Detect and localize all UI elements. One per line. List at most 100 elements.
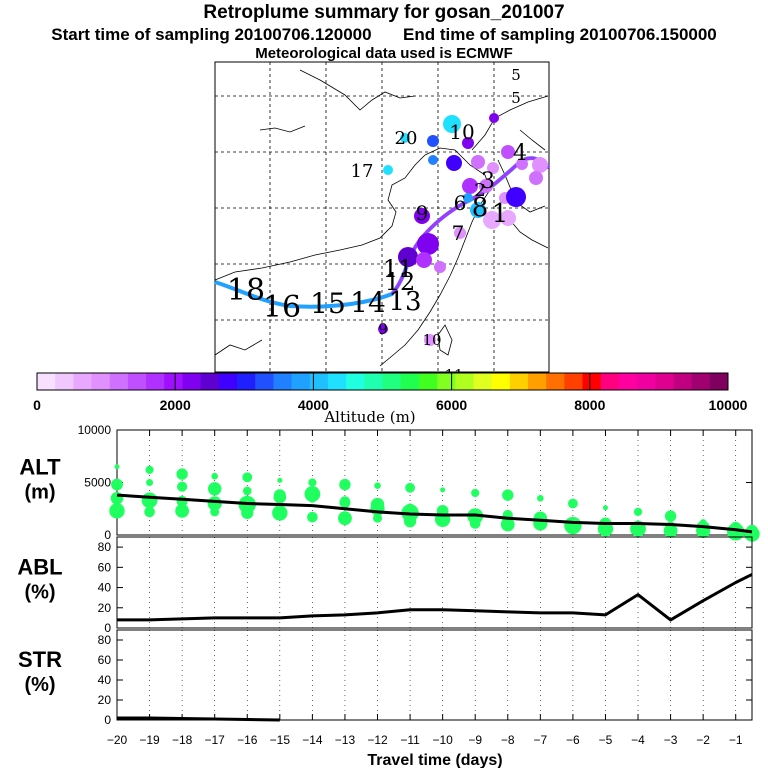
map-day-label: 10 [422,331,441,349]
y-tick-label: 40 [98,581,112,595]
colorbar-swatch [164,373,183,390]
colorbar-tick-label: 8000 [574,397,605,413]
x-tick-label: −12 [367,733,388,747]
y-tick-label: 80 [98,633,112,647]
plume-clusters [378,113,548,346]
plume-cluster-circle [416,252,432,268]
x-tick-label: −2 [696,733,710,747]
map-day-label: 2 [474,180,485,201]
map-day-label: 18 [227,273,265,308]
met-data-label: Meteorological data used is ECMWF [255,45,513,62]
map-day-label: 10 [449,120,474,144]
colorbar-tick-label: 4000 [298,397,329,413]
altitude-cluster-point [272,505,288,521]
altitude-cluster-point [242,472,253,483]
colorbar-swatch [109,373,129,390]
colorbar-swatch [437,373,456,390]
colorbar-swatch [709,373,729,390]
map-day-label: 9 [378,320,388,338]
altitude-cluster-point [207,482,222,496]
plume-cluster-circle [454,227,466,239]
map-day-label: 12 [385,268,416,296]
x-tick-label: −16 [237,733,258,747]
plume-cluster-circle [400,133,410,143]
y-tick-label: 0 [104,621,111,635]
start-time-label: Start time of sampling 20100706.120000 [51,25,372,44]
y-tick-label: 60 [98,560,112,574]
altitude-cluster-point [373,513,383,523]
altitude-cluster-point [698,527,708,537]
coastline-taiwan [437,324,453,356]
plume-cluster-circle [462,178,478,194]
altitude-cluster-point [339,496,351,508]
altitude-cluster-point [663,523,678,538]
chart-title: Retroplume summary for gosan_201007 [203,2,565,23]
altitude-colorbar [36,372,729,391]
coastline-east [379,147,491,367]
colorbar-swatch [55,373,74,390]
border-mid [259,125,306,133]
altitude-cluster-point [567,498,578,509]
panel-label: ABL [17,555,62,580]
altitude-cluster-point [440,487,446,493]
colorbar-swatch [146,373,165,390]
sampling-times: Start time of sampling 20100706.120000 E… [0,25,768,45]
map-day-label: 11 [383,255,414,283]
altitude-cluster-point [241,506,254,520]
plume-cluster-circle [443,115,461,133]
altitude-cluster-point [566,521,579,534]
x-tick-label: −4 [631,733,645,747]
plume-cluster-circle [506,187,526,207]
altitude-cluster-point [304,486,321,502]
plume-cluster-circle [487,162,499,174]
colorbar-swatch [127,373,147,390]
altitude-cluster-point [211,472,218,480]
map-day-label: 1 [492,199,509,229]
altitude-cluster-point [502,489,514,501]
coastline-china [214,154,426,281]
plume-cluster-circle [529,171,543,185]
colorbar-swatch [346,373,365,390]
colorbar-swatch [291,373,311,390]
plume-cluster-circle [471,155,485,169]
panel-abl: 80 60 40 20 0 ABL(%) [17,536,753,635]
colorbar-swatch [618,373,638,390]
altitude-cluster-point [602,505,608,511]
x-tick-label: −19 [139,733,160,747]
colorbar-swatch [582,373,602,390]
colorbar-ticks: 0 2000 4000 6000 8000 10000 [33,373,748,413]
colorbar-swatch [637,373,656,390]
map-grid [215,62,549,372]
altitude-cluster-point [176,468,188,480]
colorbar-tick-label: 2000 [160,397,191,413]
colorbar-swatch [418,373,438,390]
colorbar-swatch [364,373,383,390]
map-day-label: 3 [481,169,495,194]
x-tick-label: −20 [107,733,128,747]
colorbar-swatch [309,373,329,390]
x-tick-label: −3 [664,733,678,747]
colorbar-frame [36,372,729,391]
end-time-label: End time of sampling 20100706.150000 [403,25,717,44]
border-north [299,69,416,111]
map-day-label: 20 [395,128,418,149]
y-tick-label: 5000 [84,476,111,490]
colorbar-label: Altitude (m) [323,408,415,426]
border-south [214,339,263,356]
altitude-cluster-point [308,478,317,487]
colorbar-swatch [37,373,56,390]
colorbar-swatch [509,373,529,390]
altitude-cluster-point [403,515,417,528]
colorbar-tick-label: 0 [33,397,41,413]
altitude-cluster-point [145,465,154,474]
panel-unit: (%) [24,674,55,696]
series-line-alt [116,493,753,534]
plume-cluster-circle [427,135,439,147]
altitude-cluster-point [339,478,351,491]
x-tick-label: −13 [335,733,356,747]
x-tick-label: −15 [270,733,291,747]
altitude-cluster-point [500,517,515,532]
coastline-japan [509,219,549,249]
x-tick-label: −10 [432,733,453,747]
map-day-label: 7 [452,221,465,245]
